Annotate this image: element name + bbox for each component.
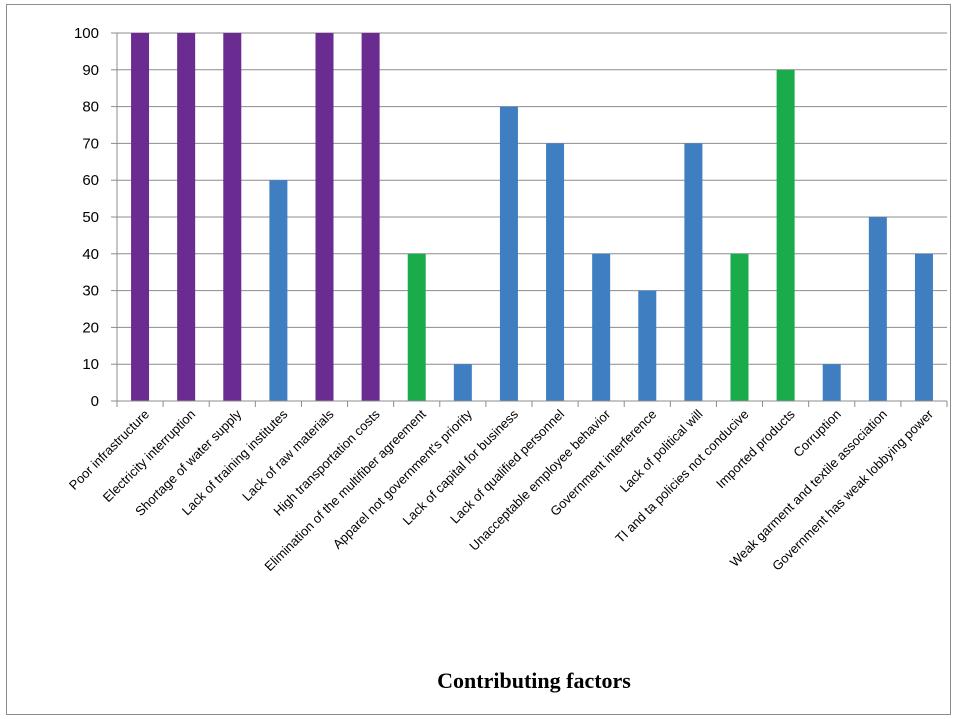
bar: [131, 33, 150, 401]
bar: [269, 180, 288, 401]
bar: [684, 143, 703, 401]
bar: [730, 253, 749, 401]
bar: [223, 33, 242, 401]
bar: [407, 253, 426, 401]
y-tick-label: 60: [82, 172, 99, 189]
gridlines: [117, 32, 947, 365]
bar: [315, 33, 334, 401]
x-tick-label: Imported products: [713, 406, 798, 491]
y-tick-label: 70: [82, 135, 99, 152]
x-tick-label: Poor infrastructure: [66, 407, 152, 493]
x-axis-title: Contributing factors: [437, 668, 631, 693]
bar: [453, 364, 472, 401]
y-tick-label: 100: [74, 25, 99, 42]
y-axis-tick-labels: 0 10 20 30 40 50 60 70 80 90 100: [74, 25, 99, 410]
y-tick-label: 50: [82, 209, 99, 226]
bar: [546, 143, 565, 401]
bar: [499, 106, 518, 401]
axes: [111, 32, 948, 407]
y-tick-label: 10: [82, 356, 99, 373]
y-tick-label: 20: [82, 319, 99, 336]
bar: [177, 33, 196, 401]
x-tick-label: Government has weak lobbying power: [769, 406, 936, 573]
bar: [638, 290, 657, 401]
bar: [822, 364, 841, 401]
bars: [131, 33, 933, 402]
y-tick-label: 40: [82, 246, 99, 263]
x-tick-label: Elimination of the multifiber agreement: [261, 406, 429, 574]
y-tick-label: 30: [82, 283, 99, 300]
bar: [914, 253, 933, 401]
bar: [361, 33, 380, 401]
x-tick-label: Lack of political will: [617, 406, 706, 495]
bar: [592, 253, 611, 401]
y-tick-label: 80: [82, 99, 99, 116]
bar: [868, 217, 887, 401]
y-tick-label: 90: [82, 62, 99, 79]
y-tick-label: 0: [91, 393, 99, 410]
bar: [776, 69, 795, 402]
